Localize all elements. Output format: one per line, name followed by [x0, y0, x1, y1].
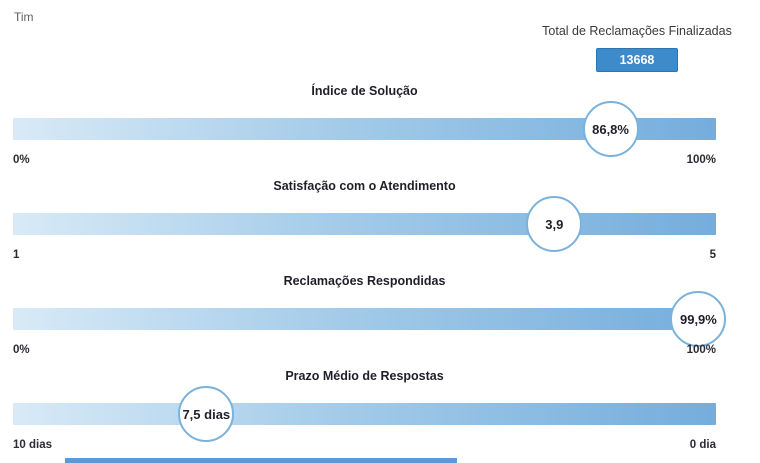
gauge-scale: 1 5 — [13, 249, 716, 261]
gauge-min-label: 0% — [13, 344, 30, 356]
cropped-bottom-accent-bar — [65, 458, 457, 463]
gauge-bar: 7,5 dias — [13, 386, 716, 442]
gauge-value-bubble: 99,9% — [670, 291, 727, 347]
gauge-title: Reclamações Respondidas — [283, 274, 446, 288]
gauge-min-label: 10 dias — [13, 439, 52, 451]
gauge-max-label: 100% — [686, 344, 716, 356]
gauge-value-bubble: 7,5 dias — [178, 386, 235, 442]
gauge-prazo-medio-de-respostas: Prazo Médio de Respostas 7,5 dias 10 dia… — [13, 369, 716, 455]
gauge-indice-de-solucao: Índice de Solução 86,8% 0% 100% — [13, 84, 716, 170]
gauge-min-label: 1 — [13, 249, 20, 261]
total-finalized-value-badge: 13668 — [596, 48, 678, 72]
gauge-reclamacoes-respondidas: Reclamações Respondidas 99,9% 0% 100% — [13, 274, 727, 360]
gauge-max-label: 100% — [686, 154, 716, 166]
gauge-bar: 3,9 — [13, 196, 716, 252]
gauge-min-label: 0% — [13, 154, 30, 166]
gauge-max-label: 5 — [709, 249, 716, 261]
total-finalized-complaints: Total de Reclamações Finalizadas 13668 — [522, 24, 752, 72]
gauge-bar: 86,8% — [13, 101, 716, 157]
company-name: Tim — [14, 10, 34, 24]
gauge-scale: 10 dias 0 dia — [13, 439, 716, 451]
gauge-value-bubble: 3,9 — [526, 196, 583, 252]
total-finalized-label: Total de Reclamações Finalizadas — [542, 24, 732, 38]
gauge-max-label: 0 dia — [689, 439, 716, 451]
gauge-title: Índice de Solução — [311, 84, 418, 98]
gauge-title: Prazo Médio de Respostas — [285, 369, 444, 383]
gauge-scale: 0% 100% — [13, 344, 716, 356]
gauge-value-bubble: 86,8% — [582, 101, 639, 157]
gauge-bar: 99,9% — [13, 291, 727, 347]
gauge-satisfacao-com-o-atendimento: Satisfação com o Atendimento 3,9 1 5 — [13, 179, 716, 265]
gauge-title: Satisfação com o Atendimento — [273, 179, 456, 193]
gauge-scale: 0% 100% — [13, 154, 716, 166]
